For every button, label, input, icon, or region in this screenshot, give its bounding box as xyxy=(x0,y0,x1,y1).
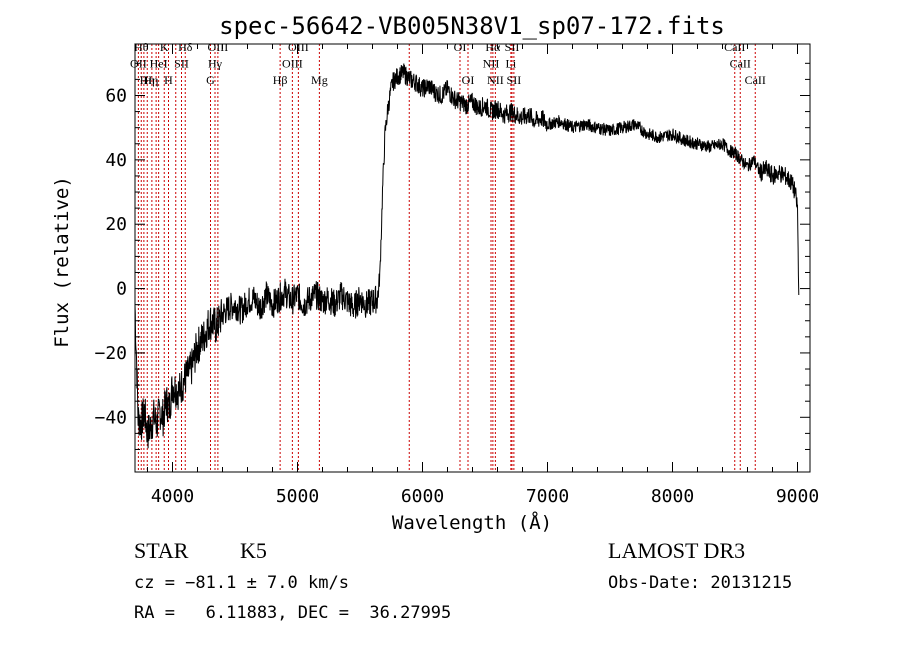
y-axis-label: Flux (relative) xyxy=(51,176,73,348)
line-label: OII xyxy=(130,56,147,70)
line-label: OI xyxy=(454,40,467,54)
y-tick-label: 20 xyxy=(105,214,127,235)
y-tick-label: −20 xyxy=(94,343,127,364)
line-label: OIII xyxy=(288,40,309,54)
line-annotations: OIIHθHηHηHeIKHSIIHδGHγOIIIHβOIIIOIIIMgOI… xyxy=(130,40,766,87)
y-tick-label: 40 xyxy=(105,150,127,171)
line-label: OIII xyxy=(282,56,303,70)
x-tick-label: 9000 xyxy=(776,486,819,507)
line-label: Hη xyxy=(140,73,155,87)
chart-title: spec-56642-VB005N38V1_sp07-172.fits xyxy=(219,12,725,40)
line-label: Hθ xyxy=(134,40,149,54)
cz-text: cz = −81.1 ± 7.0 km/s xyxy=(134,573,349,593)
line-label: CaII xyxy=(745,73,766,87)
obs-date: Obs-Date: 20131215 xyxy=(608,573,793,593)
plot-frame xyxy=(134,43,811,473)
line-label: NII xyxy=(483,56,500,70)
x-tick-label: 8000 xyxy=(651,486,694,507)
line-label: HeI xyxy=(150,56,168,70)
line-label: SII xyxy=(507,73,522,87)
line-label: OIII xyxy=(208,40,229,54)
x-tick-label: 4000 xyxy=(151,486,194,507)
line-label: SII xyxy=(505,40,520,54)
line-label: H xyxy=(164,73,173,87)
line-label: OI xyxy=(462,73,475,87)
survey-label: LAMOST DR3 xyxy=(608,538,746,563)
line-label: Hδ xyxy=(178,40,193,54)
line-label: NII xyxy=(487,73,504,87)
y-tick-label: 60 xyxy=(105,85,127,106)
line-label: Hη xyxy=(144,73,159,87)
line-markers xyxy=(137,44,756,472)
ra-dec: RA = 6.11883, DEC = 36.27995 xyxy=(134,603,452,623)
line-label: Hβ xyxy=(273,73,288,87)
axes: 4000 5000 6000 7000 8000 9000 −40 −20 0 20 40 60 xyxy=(94,43,819,507)
line-label: Li xyxy=(506,56,517,70)
line-label: Mg xyxy=(311,73,328,87)
line-label: Hα xyxy=(485,40,501,54)
x-tick-label: 7000 xyxy=(526,486,569,507)
line-label: SII xyxy=(174,56,189,70)
y-tick-label: 0 xyxy=(116,279,127,300)
star-class: STAR xyxy=(134,538,189,563)
star-subclass: K5 xyxy=(240,538,267,563)
line-label: CaII xyxy=(730,56,751,70)
line-label: K xyxy=(160,40,169,54)
line-label: Hγ xyxy=(208,56,223,70)
y-tick-label: −40 xyxy=(94,407,127,428)
x-tick-label: 5000 xyxy=(276,486,319,507)
x-axis-label: Wavelength (Å) xyxy=(392,511,552,534)
line-label: G xyxy=(206,73,215,87)
x-tick-label: 6000 xyxy=(401,486,444,507)
spectrum-line xyxy=(134,63,800,449)
line-label: CaII xyxy=(724,40,745,54)
spectrum-line-group xyxy=(134,63,800,449)
